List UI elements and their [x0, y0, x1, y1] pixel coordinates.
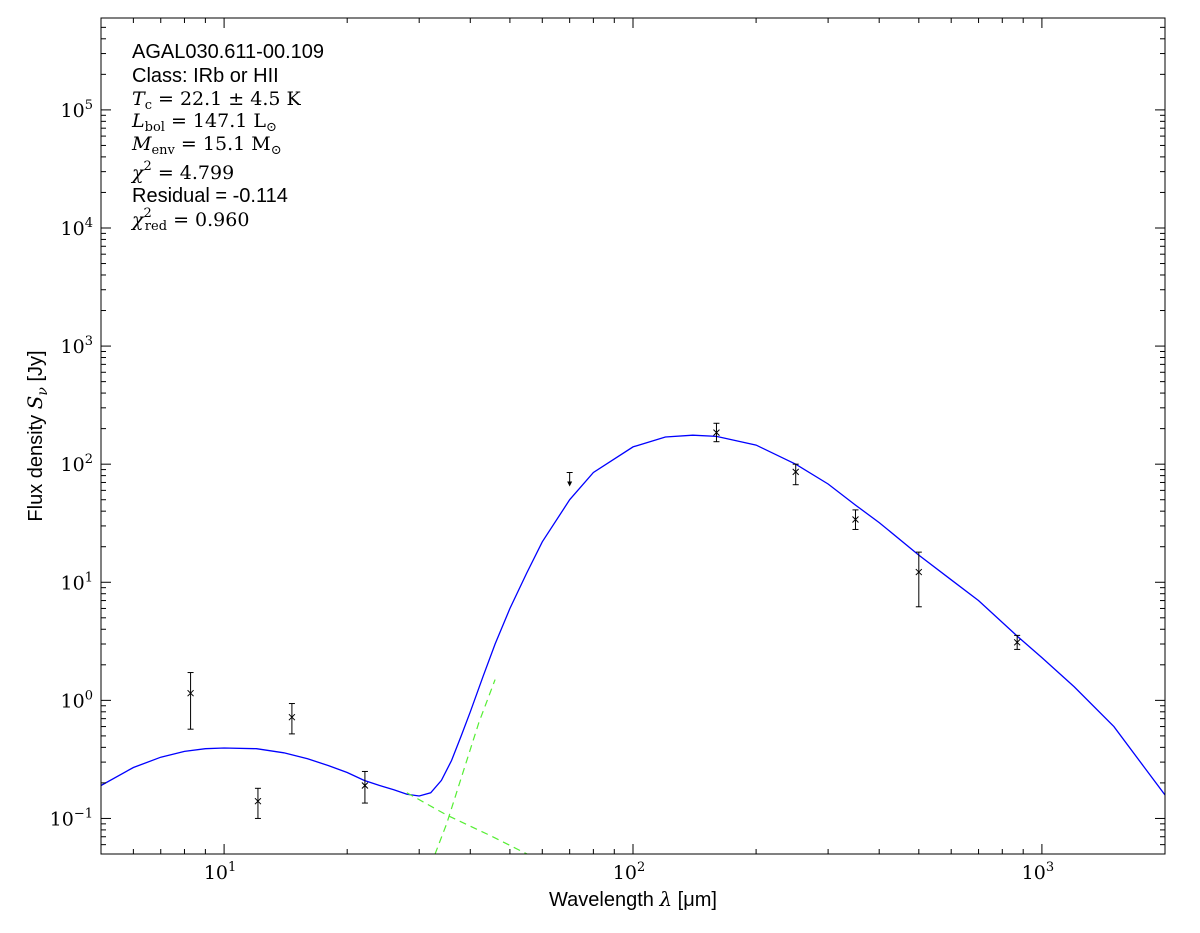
source-name: AGAL030.611-00.109 — [132, 41, 324, 63]
chi2red-line: χ2 red = 0.960 — [130, 206, 249, 234]
component-curve-2 — [434, 679, 496, 854]
x-tick-label: 101 — [204, 860, 236, 884]
y-tick-label: 102 — [61, 452, 93, 476]
data-point — [915, 551, 923, 608]
y-tick-label: 101 — [61, 570, 93, 594]
data-point — [1013, 634, 1021, 650]
upper-limit-point — [566, 472, 573, 487]
marker-x-b — [187, 689, 194, 697]
x-tick-label: 102 — [613, 860, 645, 884]
y-tick-label: 10−1 — [50, 806, 93, 830]
y-tick-label: 103 — [61, 334, 93, 358]
y-tick-label: 100 — [61, 688, 93, 712]
marker-x-b — [361, 782, 369, 789]
tc-line: Tc = 22.1 ± 4.5 K — [132, 88, 302, 113]
upper-limit-arrow — [567, 481, 573, 487]
lbol-line: Lbol = 147.1 L⊙ — [131, 110, 277, 135]
marker-x-b — [713, 429, 720, 436]
data-point — [792, 463, 800, 486]
y-tick-label: 104 — [61, 216, 93, 240]
x-axis-title: Wavelength λ [μm] — [549, 887, 717, 911]
marker-x-b — [288, 713, 296, 721]
x-tick-label: 103 — [1022, 860, 1054, 884]
fit-annotations: AGAL030.611-00.109 Class: IRb or HII Tc … — [130, 41, 324, 234]
residual-line: Residual = -0.114 — [132, 185, 288, 207]
data-point — [361, 770, 369, 804]
menv-line: Menv = 15.1 M⊙ — [131, 133, 282, 158]
data-point — [254, 787, 262, 819]
total-fit-curve — [101, 434, 1165, 797]
component-curve-1 — [406, 792, 529, 854]
marker-x-b — [852, 516, 859, 523]
data-point — [288, 703, 296, 735]
marker-x-b — [915, 568, 923, 576]
y-tick-label: 105 — [61, 98, 93, 122]
y-axis-title: Flux density Sν [Jy] — [23, 350, 51, 521]
class-label: Class: IRb or HII — [132, 65, 279, 87]
data-point — [187, 672, 194, 730]
data-point — [713, 422, 720, 443]
marker-x-b — [1013, 638, 1021, 646]
marker-x-b — [792, 468, 800, 476]
data-point — [852, 509, 859, 530]
chi2-line: χ2 = 4.799 — [130, 159, 234, 184]
marker-x-b — [254, 797, 262, 805]
